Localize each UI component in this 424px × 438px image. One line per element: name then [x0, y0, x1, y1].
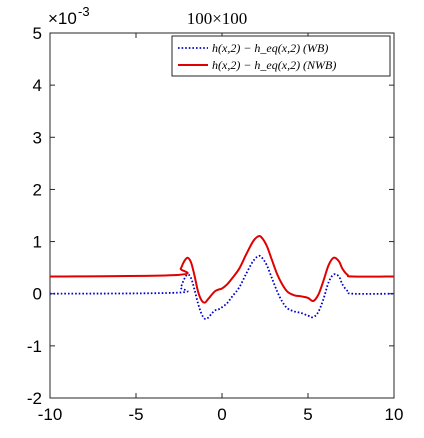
legend-box	[171, 35, 391, 77]
x-tick-label: -10	[38, 405, 63, 424]
legend-label: h(x,2) − h_eq(x,2) (WB)	[212, 41, 328, 55]
x-tick-label: 10	[385, 405, 404, 424]
chart-title: 100×100	[187, 9, 248, 28]
x-tick-label: 5	[303, 405, 312, 424]
y-multiplier-base: ×10	[48, 9, 77, 28]
y-tick-label: 4	[33, 76, 42, 95]
series-line-nwb	[49, 234, 395, 304]
y-tick-label: 3	[33, 128, 42, 147]
y-tick-label: -2	[27, 389, 42, 408]
legend: h(x,2) − h_eq(x,2) (WB) h(x,2) − h_eq(x,2…	[171, 35, 391, 77]
y-multiplier: ×10 -3	[48, 4, 90, 28]
y-tick-label: -1	[27, 337, 42, 356]
series-layer	[49, 234, 395, 320]
y-tick-label: 0	[33, 285, 42, 304]
y-tick-label: 5	[33, 24, 42, 43]
series-line-wb	[49, 254, 395, 320]
plot-area	[49, 32, 395, 399]
legend-label: h(x,2) − h_eq(x,2) (NWB)	[212, 58, 336, 72]
x-tick-label: 0	[217, 405, 226, 424]
axes-frame	[49, 32, 395, 399]
y-tick-label: 2	[33, 180, 42, 199]
x-tick-label: -5	[128, 405, 143, 424]
y-multiplier-exponent: -3	[78, 4, 90, 19]
y-tick-label: 1	[33, 233, 42, 252]
